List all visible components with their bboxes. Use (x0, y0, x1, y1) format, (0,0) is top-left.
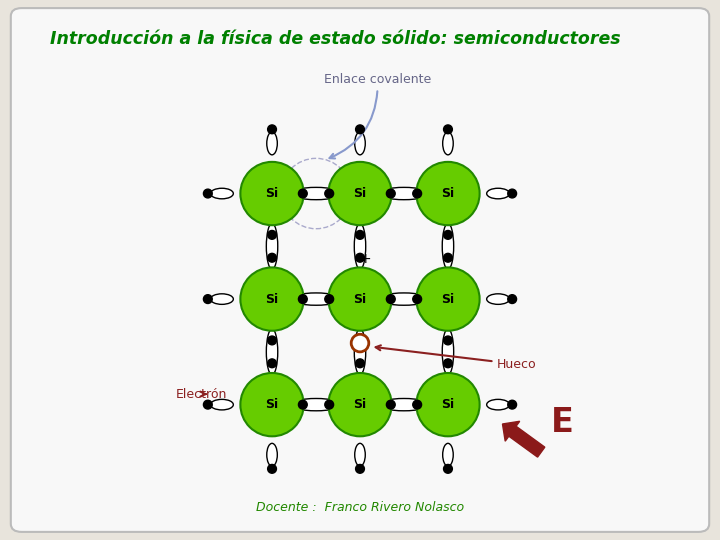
Ellipse shape (377, 187, 431, 200)
Circle shape (328, 162, 392, 225)
Text: Si: Si (266, 187, 279, 200)
Text: Docente :  Franco Rivero Nolasco: Docente : Franco Rivero Nolasco (256, 501, 464, 514)
Text: Si: Si (441, 293, 454, 306)
Ellipse shape (443, 132, 453, 155)
Circle shape (268, 231, 276, 239)
Circle shape (356, 336, 364, 345)
Ellipse shape (377, 293, 431, 305)
Circle shape (413, 400, 422, 409)
Ellipse shape (267, 132, 277, 155)
Circle shape (351, 334, 369, 352)
Circle shape (413, 295, 422, 303)
Ellipse shape (355, 132, 365, 155)
Ellipse shape (210, 400, 233, 410)
Text: +: + (359, 252, 371, 266)
Circle shape (444, 253, 452, 262)
Circle shape (268, 336, 276, 345)
Text: Hueco: Hueco (376, 345, 537, 370)
Circle shape (444, 359, 452, 368)
Circle shape (298, 189, 307, 198)
Circle shape (325, 400, 333, 409)
Circle shape (240, 267, 304, 331)
Circle shape (204, 189, 212, 198)
Circle shape (298, 295, 307, 303)
Circle shape (268, 359, 276, 368)
Circle shape (444, 231, 452, 239)
Text: Electrón: Electrón (175, 388, 227, 401)
Circle shape (328, 373, 392, 436)
Ellipse shape (443, 443, 453, 466)
Circle shape (508, 189, 516, 198)
Ellipse shape (289, 399, 343, 411)
Circle shape (508, 400, 516, 409)
Circle shape (240, 373, 304, 436)
Circle shape (325, 295, 333, 303)
Ellipse shape (210, 188, 233, 199)
Circle shape (508, 295, 516, 303)
Circle shape (268, 464, 276, 473)
Text: Si: Si (354, 293, 366, 306)
Circle shape (356, 231, 364, 239)
Circle shape (416, 162, 480, 225)
Ellipse shape (266, 224, 278, 269)
Text: Introducción a la física de estado sólido: semiconductores: Introducción a la física de estado sólid… (50, 30, 621, 48)
Circle shape (356, 464, 364, 473)
Circle shape (328, 267, 392, 331)
Circle shape (444, 125, 452, 134)
Text: Si: Si (441, 187, 454, 200)
Circle shape (387, 295, 395, 303)
Text: Si: Si (354, 398, 366, 411)
Text: Si: Si (266, 293, 279, 306)
Text: E: E (551, 406, 574, 438)
Ellipse shape (355, 443, 365, 466)
Circle shape (416, 267, 480, 331)
Circle shape (268, 125, 276, 134)
Circle shape (325, 189, 333, 198)
Ellipse shape (377, 399, 431, 411)
Text: Enlace covalente: Enlace covalente (324, 73, 431, 158)
Circle shape (204, 400, 212, 409)
Circle shape (268, 253, 276, 262)
Text: Si: Si (266, 398, 279, 411)
Circle shape (240, 162, 304, 225)
FancyArrow shape (503, 421, 545, 457)
Circle shape (356, 359, 364, 368)
Text: Si: Si (354, 187, 366, 200)
Circle shape (387, 189, 395, 198)
Circle shape (204, 295, 212, 303)
Circle shape (416, 373, 480, 436)
Ellipse shape (487, 188, 510, 199)
Ellipse shape (487, 400, 510, 410)
Ellipse shape (354, 224, 366, 269)
Ellipse shape (289, 187, 343, 200)
Circle shape (356, 253, 364, 262)
Ellipse shape (267, 443, 277, 466)
Circle shape (387, 400, 395, 409)
Ellipse shape (442, 329, 454, 375)
Circle shape (413, 189, 422, 198)
Circle shape (356, 125, 364, 134)
Ellipse shape (442, 224, 454, 269)
Text: Si: Si (441, 398, 454, 411)
Ellipse shape (266, 329, 278, 375)
Ellipse shape (289, 293, 343, 305)
Circle shape (298, 400, 307, 409)
Circle shape (444, 336, 452, 345)
Ellipse shape (354, 329, 366, 375)
Circle shape (444, 464, 452, 473)
Ellipse shape (210, 294, 233, 305)
Ellipse shape (487, 294, 510, 305)
